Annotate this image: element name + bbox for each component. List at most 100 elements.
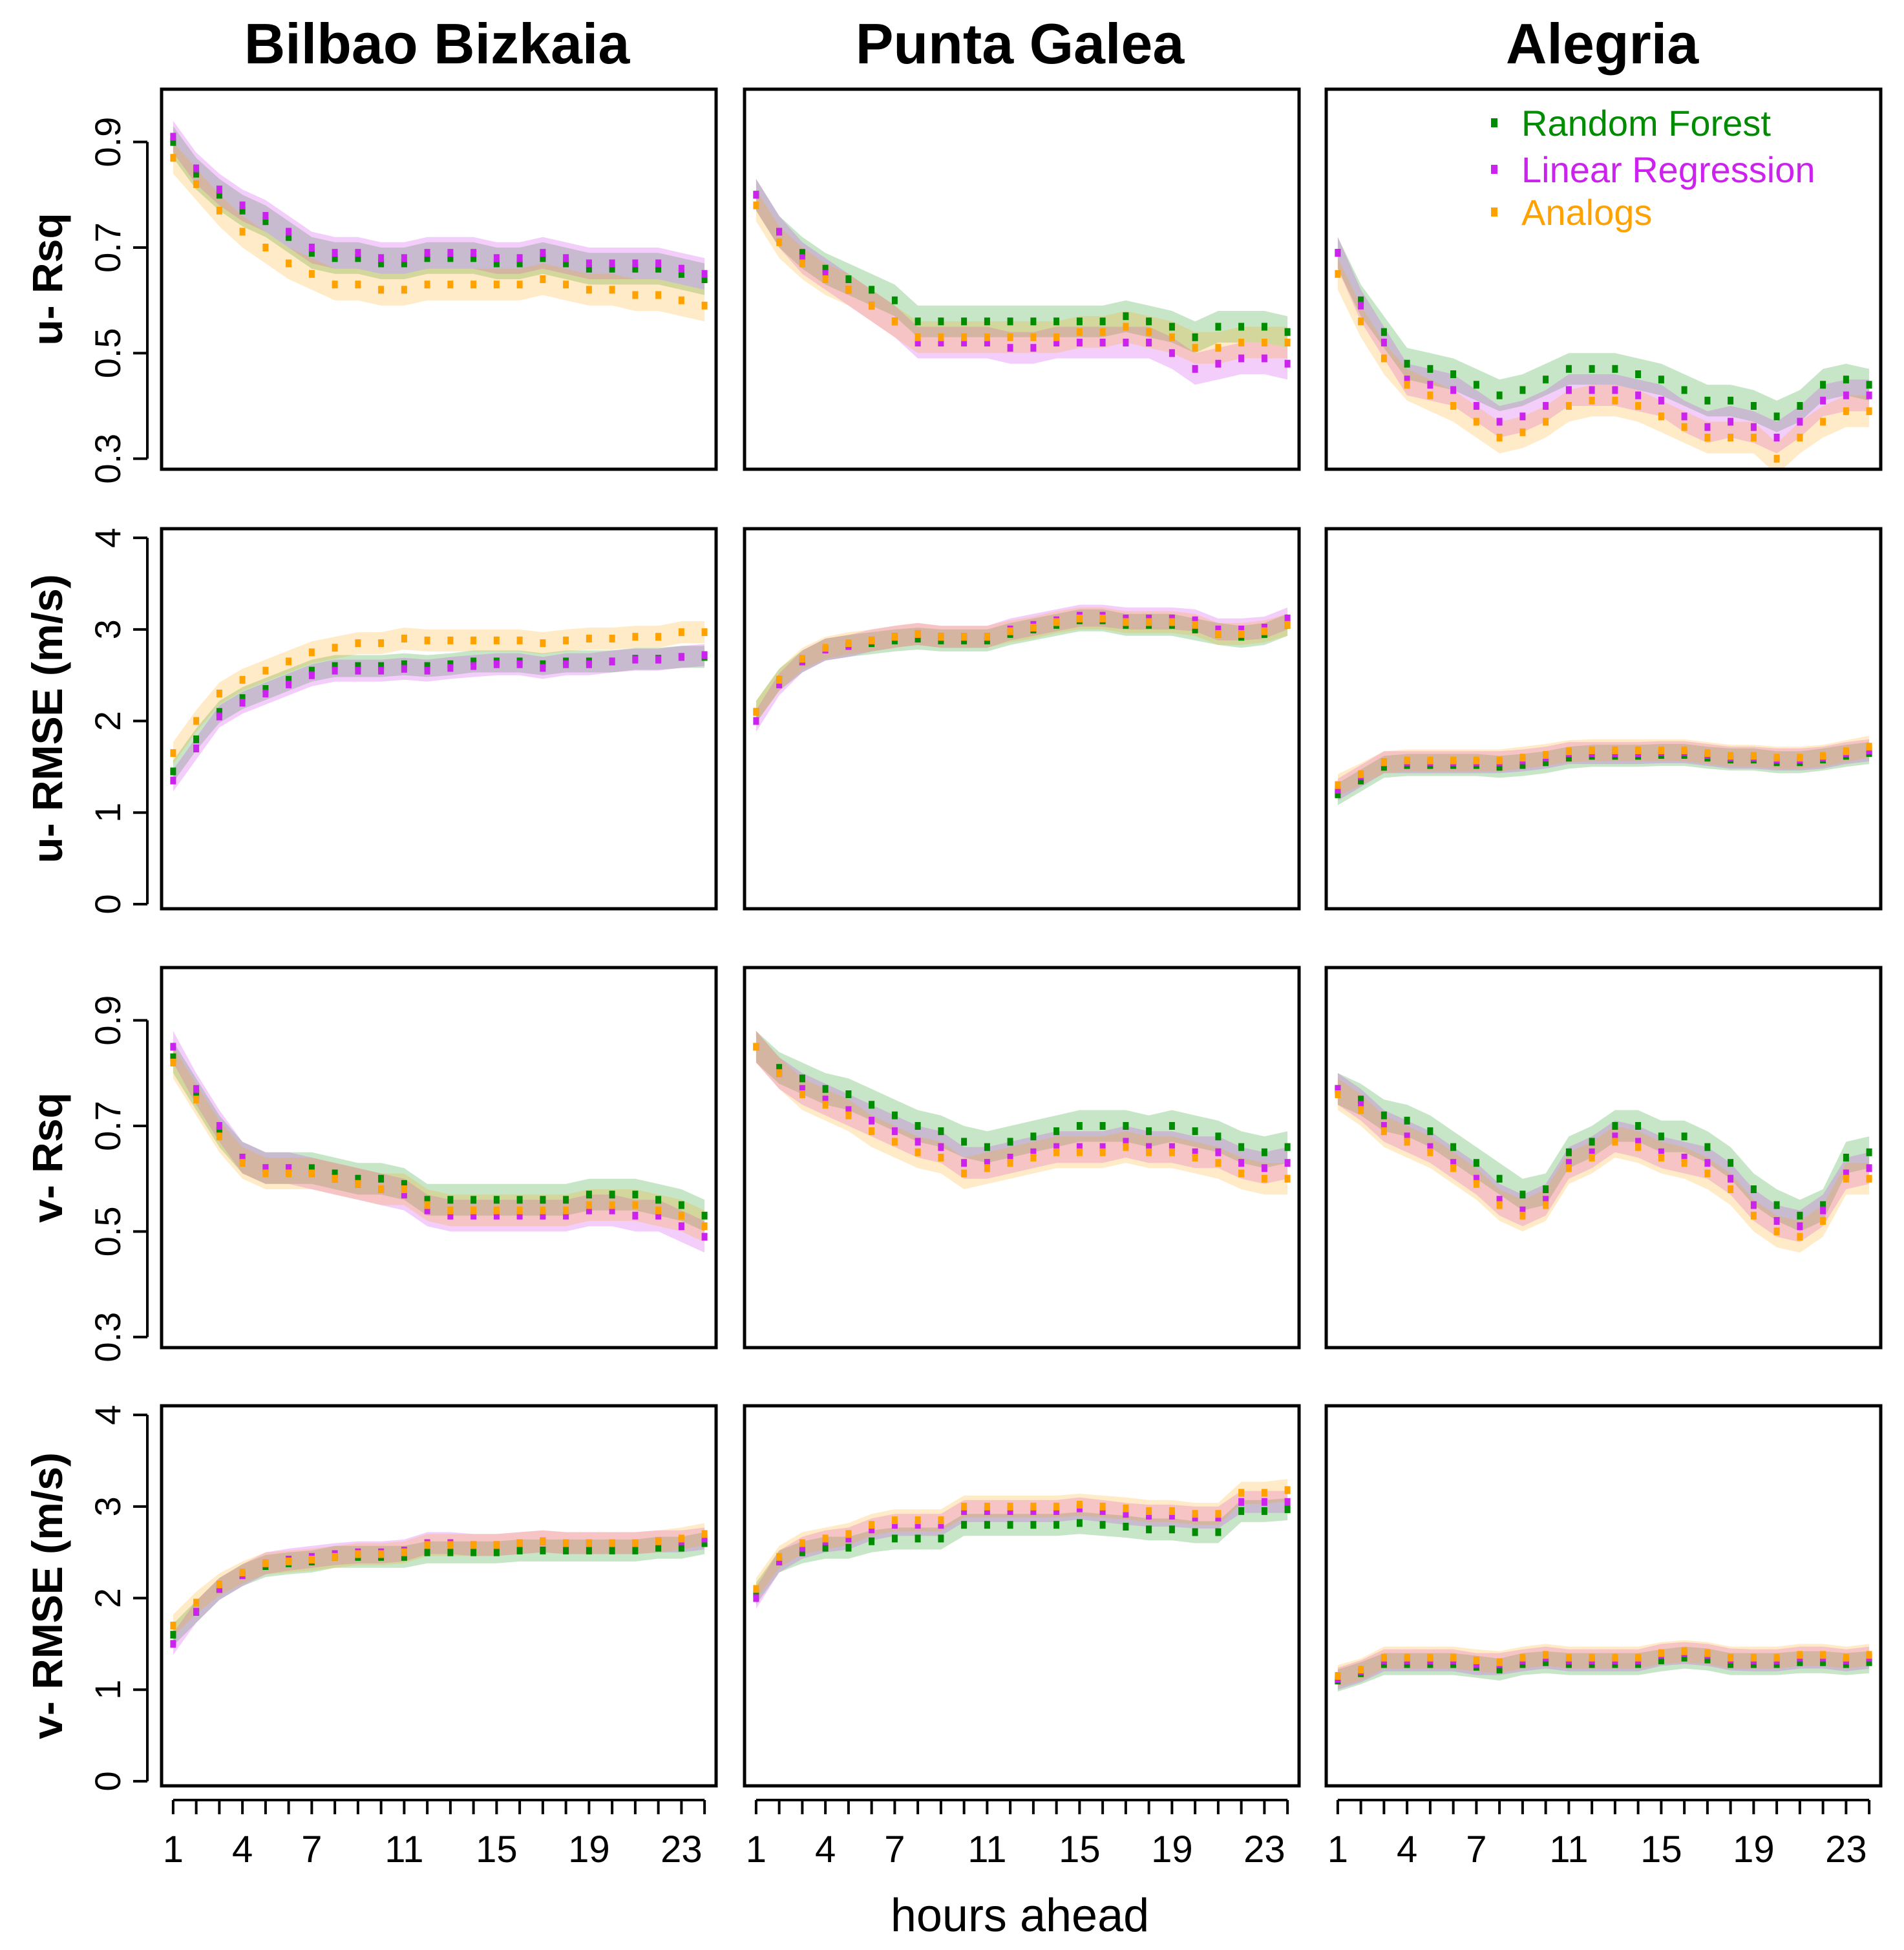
point-analogs-0-1-h20 bbox=[1192, 344, 1198, 352]
point-random_forest-0-0-h1 bbox=[170, 138, 176, 146]
point-random_forest-0-2-h3 bbox=[1380, 328, 1387, 336]
point-linear_regression-0-1-h8 bbox=[915, 339, 921, 346]
point-random_forest-2-2-h4 bbox=[1404, 1116, 1410, 1125]
point-analogs-2-1-h17 bbox=[1123, 1143, 1129, 1151]
point-linear_regression-2-1-h6 bbox=[869, 1116, 875, 1125]
panel-frame-2-1 bbox=[743, 966, 1301, 1350]
point-analogs-3-0-h14 bbox=[471, 1541, 477, 1549]
point-random_forest-0-1-h5 bbox=[845, 275, 852, 283]
point-random_forest-3-2-h15 bbox=[1658, 1656, 1664, 1664]
point-linear_regression-0-2-h18 bbox=[1728, 418, 1734, 426]
point-analogs-2-0-h7 bbox=[308, 1169, 315, 1178]
point-random_forest-0-0-h4 bbox=[239, 206, 246, 215]
point-analogs-0-0-h13 bbox=[447, 281, 454, 289]
y-tick-label-2-0: 0.3 bbox=[87, 1312, 128, 1362]
point-linear_regression-1-0-h12 bbox=[424, 666, 430, 675]
point-analogs-3-0-h15 bbox=[493, 1541, 500, 1549]
point-random_forest-1-0-h14 bbox=[471, 657, 477, 666]
point-linear_regression-0-1-h12 bbox=[1007, 344, 1013, 352]
x-tick-label-2-1: 4 bbox=[1397, 1828, 1417, 1871]
point-random_forest-0-0-h6 bbox=[286, 233, 292, 241]
point-random_forest-2-2-h13 bbox=[1612, 1122, 1618, 1130]
point-analogs-3-0-h22 bbox=[655, 1537, 662, 1545]
point-linear_regression-3-1-h1 bbox=[753, 1594, 759, 1602]
point-analogs-3-2-h4 bbox=[1404, 1653, 1410, 1662]
point-random_forest-1-0-h8 bbox=[332, 662, 338, 670]
point-analogs-3-1-h21 bbox=[1215, 1510, 1222, 1518]
point-linear_regression-0-0-h24 bbox=[701, 270, 708, 278]
band-random_forest-3-2 bbox=[1337, 1646, 1870, 1692]
point-random_forest-2-1-h12 bbox=[1007, 1138, 1013, 1146]
y-tick-label-3-2: 2 bbox=[87, 1588, 128, 1608]
point-analogs-3-0-h19 bbox=[586, 1539, 592, 1547]
y-tick-label-1-0: 0 bbox=[87, 894, 128, 914]
legend-label-linear-regression: Linear Regression bbox=[1521, 149, 1815, 190]
point-analogs-1-0-h3 bbox=[216, 690, 222, 697]
point-linear_regression-2-2-h12 bbox=[1589, 1148, 1595, 1156]
point-analogs-2-1-h4 bbox=[822, 1101, 829, 1109]
point-random_forest-2-1-h17 bbox=[1123, 1122, 1129, 1130]
point-linear_regression-0-1-h13 bbox=[1030, 344, 1037, 352]
point-analogs-2-1-h12 bbox=[1007, 1159, 1013, 1167]
point-linear_regression-0-1-h24 bbox=[1284, 359, 1291, 368]
point-linear_regression-2-1-h22 bbox=[1238, 1159, 1245, 1167]
point-random_forest-2-0-h11 bbox=[401, 1180, 407, 1188]
point-analogs-2-1-h16 bbox=[1099, 1148, 1106, 1156]
panel-1-0 bbox=[160, 527, 718, 911]
point-analogs-3-1-h4 bbox=[822, 1534, 829, 1543]
point-linear_regression-2-0-h17 bbox=[540, 1211, 546, 1220]
point-random_forest-0-2-h9 bbox=[1519, 386, 1526, 394]
point-random_forest-2-2-h24 bbox=[1866, 1148, 1872, 1156]
point-linear_regression-0-2-h4 bbox=[1404, 376, 1410, 384]
point-analogs-2-0-h5 bbox=[262, 1169, 269, 1178]
point-analogs-3-0-h24 bbox=[701, 1530, 708, 1538]
point-analogs-1-2-h22 bbox=[1820, 752, 1826, 760]
point-analogs-1-2-h2 bbox=[1358, 770, 1364, 778]
point-random_forest-0-2-h10 bbox=[1543, 376, 1549, 384]
point-analogs-2-1-h24 bbox=[1284, 1174, 1291, 1183]
point-analogs-3-2-h3 bbox=[1380, 1653, 1387, 1662]
point-analogs-1-2-h9 bbox=[1519, 754, 1526, 762]
point-random_forest-3-1-h5 bbox=[845, 1543, 852, 1552]
band-linear_regression-1-2 bbox=[1337, 739, 1870, 801]
point-random_forest-3-1-h11 bbox=[984, 1521, 990, 1529]
point-linear_regression-2-2-h5 bbox=[1427, 1143, 1433, 1151]
point-random_forest-0-0-h21 bbox=[632, 264, 639, 273]
band-random_forest-0-0 bbox=[173, 126, 705, 295]
panel-plot-area-1-0 bbox=[170, 621, 708, 792]
point-random_forest-0-1-h21 bbox=[1215, 323, 1222, 331]
point-linear_regression-2-1-h16 bbox=[1099, 1143, 1106, 1151]
point-analogs-0-0-h22 bbox=[655, 291, 662, 299]
point-linear_regression-0-2-h22 bbox=[1820, 396, 1826, 405]
point-analogs-2-0-h20 bbox=[609, 1201, 615, 1209]
point-random_forest-0-0-h24 bbox=[701, 275, 708, 283]
point-analogs-1-0-h7 bbox=[308, 648, 315, 657]
point-analogs-0-1-h8 bbox=[915, 333, 921, 341]
band-random_forest-2-0 bbox=[173, 1041, 705, 1232]
point-random_forest-3-0-h11 bbox=[401, 1553, 407, 1561]
point-random_forest-2-1-h20 bbox=[1192, 1127, 1198, 1136]
point-random_forest-2-0-h12 bbox=[424, 1196, 430, 1204]
point-linear_regression-0-1-h3 bbox=[799, 254, 805, 262]
band-linear_regression-0-1 bbox=[756, 178, 1288, 385]
point-analogs-3-1-h11 bbox=[984, 1502, 990, 1510]
point-analogs-3-0-h2 bbox=[193, 1598, 200, 1607]
point-analogs-0-1-h6 bbox=[869, 301, 875, 310]
point-linear_regression-0-2-h15 bbox=[1658, 396, 1664, 405]
point-linear_regression-0-0-h11 bbox=[401, 254, 407, 262]
point-random_forest-0-1-h20 bbox=[1192, 333, 1198, 341]
point-analogs-2-2-h22 bbox=[1820, 1217, 1826, 1225]
panel-1-1 bbox=[743, 527, 1301, 911]
point-random_forest-3-1-h15 bbox=[1076, 1519, 1083, 1527]
point-random_forest-3-1-h21 bbox=[1215, 1528, 1222, 1536]
panel-3-0 bbox=[160, 1404, 718, 1788]
point-analogs-1-0-h13 bbox=[447, 636, 454, 644]
point-random_forest-3-0-h16 bbox=[516, 1546, 523, 1554]
point-analogs-2-1-h3 bbox=[799, 1090, 805, 1098]
point-analogs-0-1-h17 bbox=[1123, 323, 1129, 331]
point-analogs-3-0-h8 bbox=[332, 1553, 338, 1561]
point-analogs-1-0-h23 bbox=[678, 628, 684, 637]
point-analogs-3-0-h12 bbox=[424, 1541, 430, 1549]
point-random_forest-2-1-h14 bbox=[1053, 1127, 1060, 1136]
point-random_forest-3-1-h20 bbox=[1192, 1528, 1198, 1536]
